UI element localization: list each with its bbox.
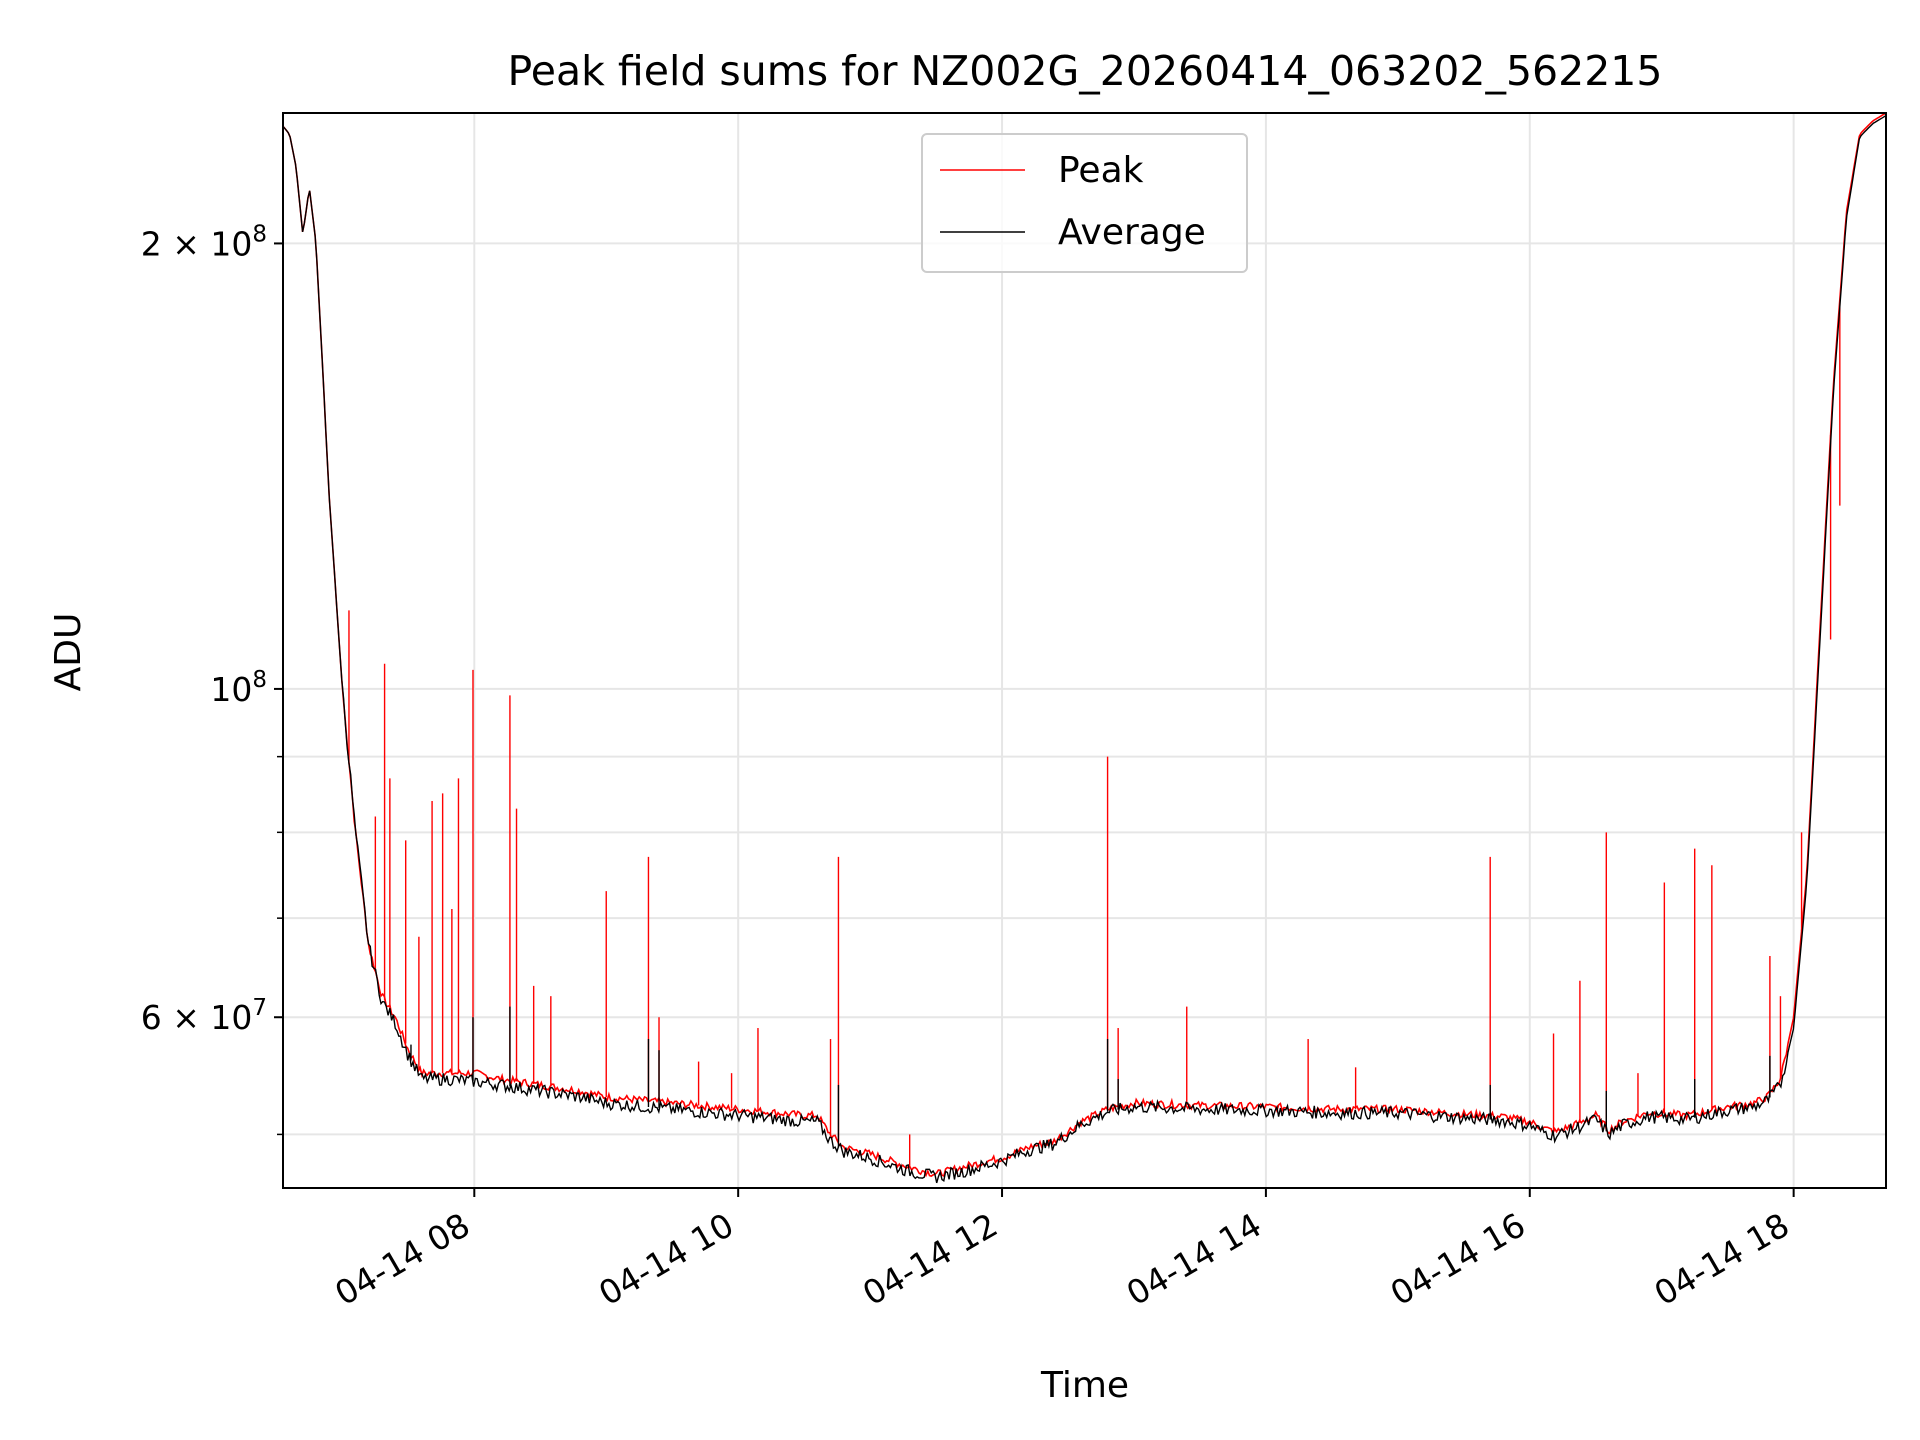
legend-peak-label: Peak — [1058, 150, 1144, 191]
y-tick-label-base: 10 — [210, 670, 252, 709]
y-axis-label: ADU — [48, 613, 89, 692]
chart-title: Peak field sums for NZ002G_20260414_0632… — [508, 47, 1663, 95]
y-tick-label-exponent: 8 — [252, 221, 267, 247]
y-tick-label: 108 — [210, 667, 267, 709]
series-layer — [283, 113, 1886, 1184]
y-tick-label-exponent: 8 — [252, 667, 267, 693]
y-tick-label-base: 2 × 10 — [141, 224, 253, 263]
legend-box — [921, 133, 1248, 273]
y-tick-label-base: 6 × 10 — [141, 998, 253, 1037]
y-tick-label: 2 × 108 — [141, 221, 267, 263]
series-average-line — [283, 115, 1886, 1184]
x-axis-label: Time — [1040, 1365, 1129, 1406]
y-tick-label: 6 × 107 — [141, 995, 267, 1037]
legend-average-label: Average — [1058, 212, 1206, 253]
plot-frame — [282, 112, 1887, 1189]
y-tick-label-exponent: 7 — [252, 995, 267, 1021]
legend: Peak Average — [921, 133, 1248, 273]
